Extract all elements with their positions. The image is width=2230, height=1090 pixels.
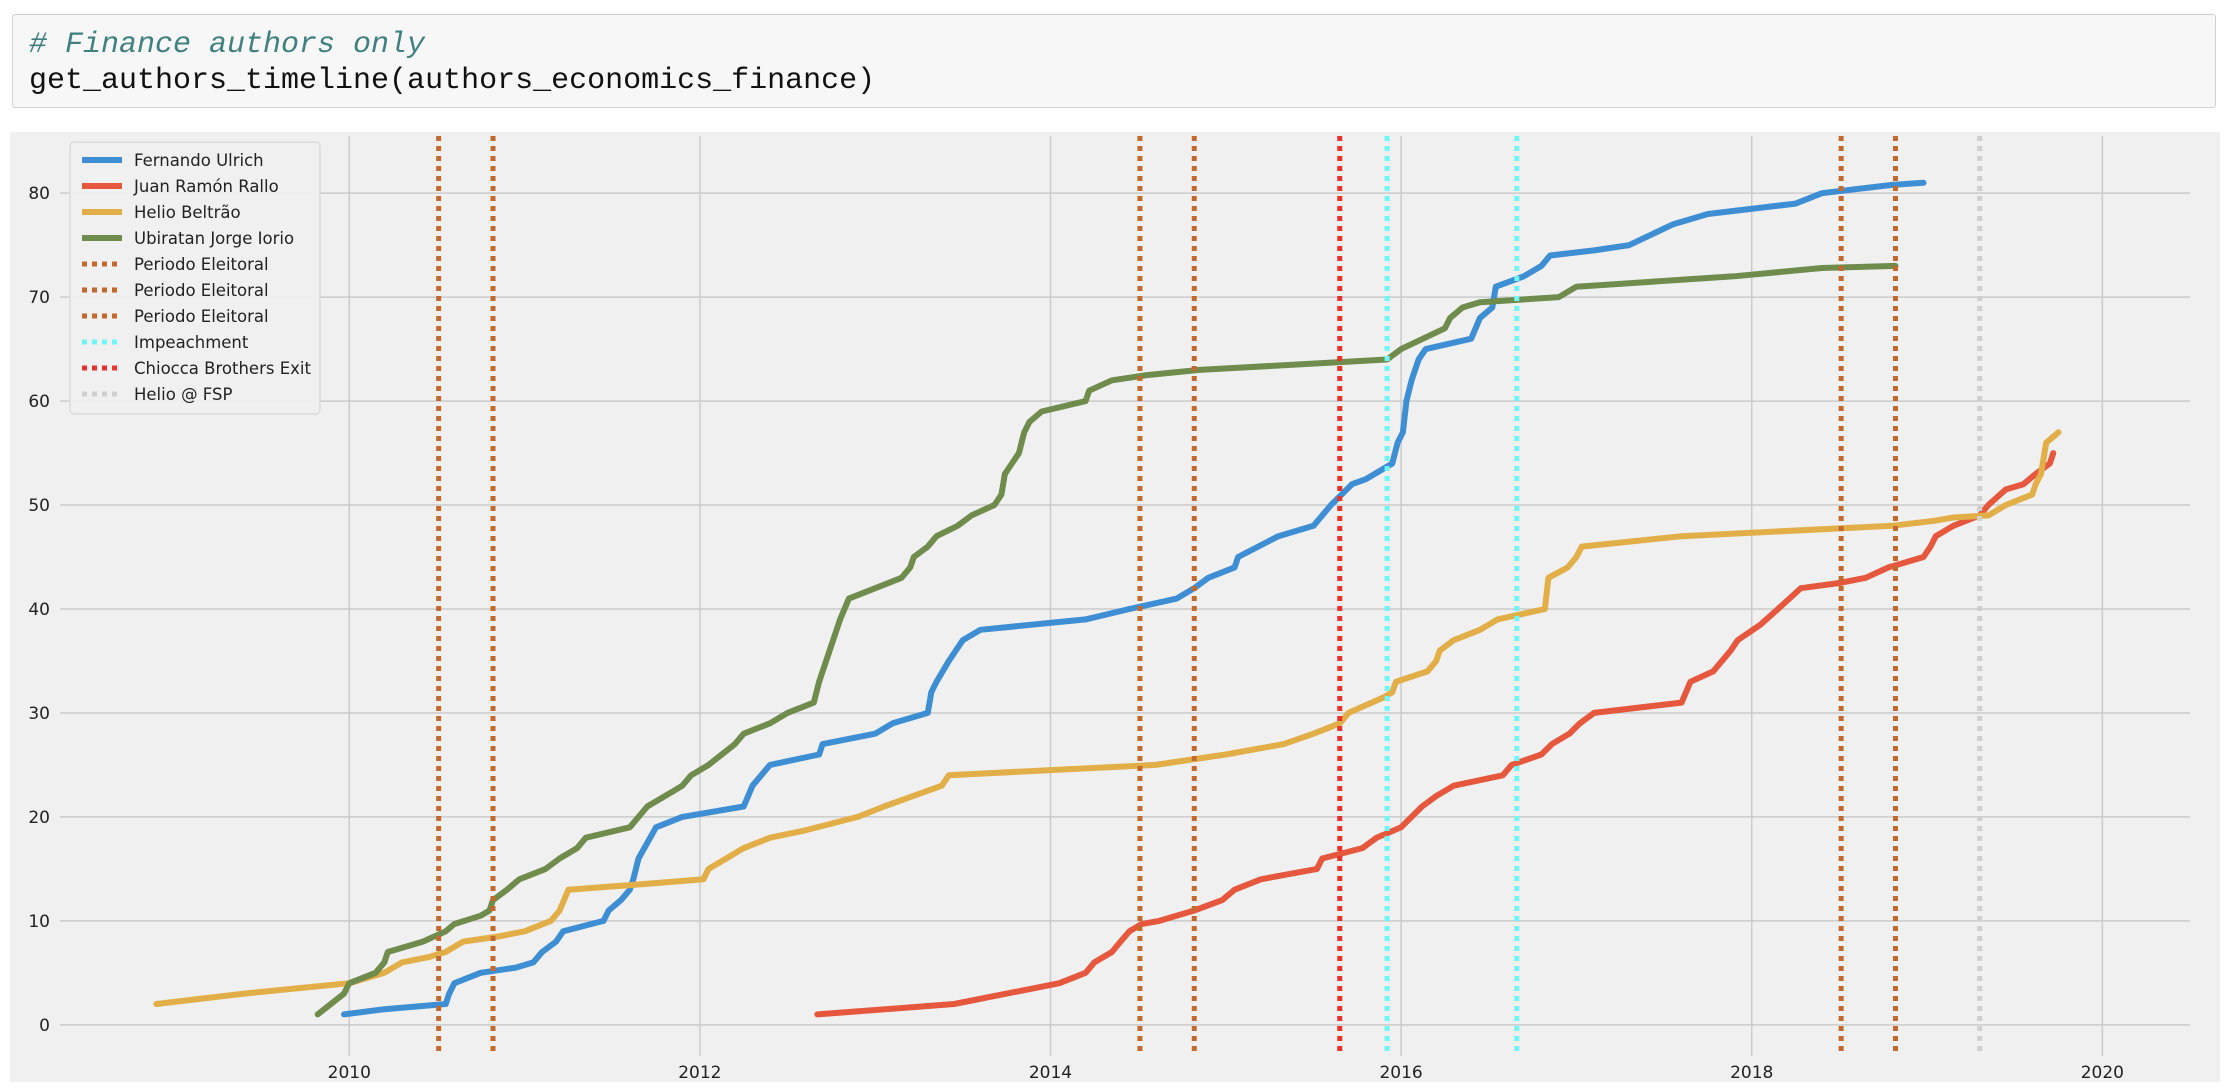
x-tick-label: 2020 — [2081, 1063, 2124, 1082]
series-line — [814, 450, 2057, 1018]
legend-label: Helio @ FSP — [134, 385, 232, 404]
code-cell[interactable]: # Finance authors only get_authors_timel… — [12, 14, 2216, 108]
timeline-chart: 0 10 20 30 40 50 60 70 80 2010 2012 2014 2016 2018 202… — [10, 132, 2220, 1082]
y-tick-label: 60 — [28, 392, 50, 412]
y-tick-label: 10 — [28, 912, 50, 932]
legend-label: Impeachment — [134, 333, 249, 352]
legend-box — [69, 141, 321, 415]
y-tick-label: 0 — [39, 1016, 50, 1036]
series-line — [153, 429, 2062, 1007]
x-tick-label: 2016 — [1379, 1063, 1422, 1082]
y-tick-label: 20 — [28, 808, 50, 828]
plot-background — [10, 132, 2220, 1082]
chart-output: 0 10 20 30 40 50 60 70 80 2010 2012 2014 2016 2018 202… — [10, 132, 2220, 1082]
x-tick-label: 2014 — [1029, 1063, 1072, 1082]
series-line — [341, 179, 1927, 1018]
legend-label: Fernando Ulrich — [134, 151, 264, 170]
y-tick-label: 50 — [28, 496, 50, 516]
legend-label: Helio Beltrão — [134, 203, 241, 222]
x-tick-label: 2018 — [1730, 1063, 1773, 1082]
legend-label: Periodo Eleitoral — [134, 281, 269, 300]
y-tick-label: 30 — [28, 704, 50, 724]
x-tick-label: 2012 — [678, 1063, 721, 1082]
code-comment: # Finance authors only — [29, 28, 426, 62]
x-tick-label: 2010 — [328, 1063, 371, 1082]
legend-label: Periodo Eleitoral — [134, 255, 269, 274]
y-tick-label: 40 — [28, 600, 50, 620]
legend-label: Periodo Eleitoral — [134, 307, 269, 326]
legend-label: Chiocca Brothers Exit — [134, 359, 311, 378]
y-tick-label: 70 — [28, 288, 50, 308]
code-statement: get_authors_timeline(authors_economics_f… — [29, 64, 876, 98]
legend-label: Ubiratan Jorge Iorio — [134, 229, 294, 248]
series-line — [314, 262, 1899, 1018]
y-tick-label: 80 — [28, 184, 50, 204]
legend-label: Juan Ramón Rallo — [133, 177, 279, 196]
